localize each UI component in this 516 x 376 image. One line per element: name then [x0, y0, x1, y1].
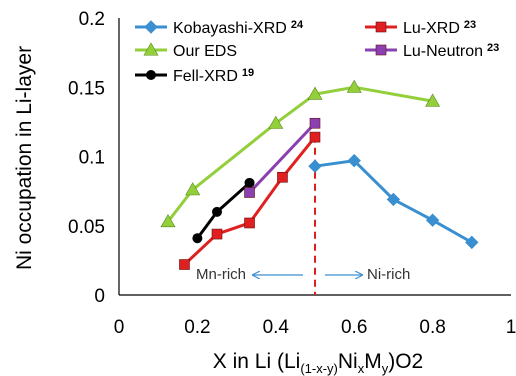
x-tick-label: 0.8	[419, 317, 445, 338]
series-layer	[160, 79, 479, 270]
series-kobayashi-xrd	[308, 153, 479, 250]
data-point	[425, 93, 441, 107]
data-point	[268, 115, 284, 129]
legend-entry: Our EDS	[135, 42, 237, 60]
legend-entry: Lu-XRD 23	[365, 19, 476, 37]
x-tick-labels: 0 0.2 0.4 0.6 0.8 1	[114, 317, 516, 338]
series-lu-neutron	[244, 117, 321, 198]
legend-label: Fell-XRD 19	[173, 67, 254, 85]
data-point	[277, 171, 288, 183]
data-point	[309, 131, 321, 143]
legend-entry: Fell-XRD 19	[135, 67, 254, 85]
data-point	[244, 187, 255, 198]
data-point	[307, 86, 323, 100]
legend-swatch-marker	[146, 70, 156, 80]
legend: Kobayashi-XRD 24 Lu-XRD 23 Our EDS Lu-Neutron…	[135, 19, 499, 85]
x-tick-label: 0.6	[341, 317, 367, 338]
data-point	[308, 159, 322, 173]
legend-label: Lu-XRD 23	[403, 19, 476, 37]
mn-rich-label: Mn-rich	[196, 266, 246, 283]
legend-entry: Kobayashi-XRD 24	[135, 19, 304, 37]
legend-label: Our EDS	[173, 43, 237, 60]
series-fell-xrd	[192, 177, 255, 244]
series-line	[196, 181, 251, 240]
y-tick-label: 0.05	[68, 217, 105, 238]
data-point	[465, 235, 479, 250]
series-line	[248, 122, 317, 194]
annotations: Mn-rich Ni-rich	[196, 266, 410, 283]
legend-swatch-marker	[144, 20, 158, 34]
data-point	[185, 182, 201, 196]
y-axis-label: Ni occupation in Li-layer	[13, 46, 36, 270]
data-point	[346, 79, 362, 93]
series-our-eds	[160, 79, 441, 228]
data-point	[386, 192, 401, 207]
data-point	[211, 228, 223, 240]
x-tick-label: 0.2	[184, 317, 210, 338]
data-point	[244, 177, 255, 188]
series-line	[183, 136, 317, 266]
x-tick-label: 0	[114, 317, 125, 338]
series-lu-xrd	[179, 131, 321, 270]
y-tick-label: 0.2	[79, 9, 105, 30]
y-tick-labels: 0 0.05 0.1 0.15 0.2	[68, 9, 105, 307]
legend-entry: Lu-Neutron 23	[365, 42, 499, 60]
data-point	[425, 213, 440, 227]
data-point	[179, 259, 190, 270]
data-point	[212, 206, 222, 217]
data-point	[347, 153, 361, 168]
y-tick-label: 0	[94, 286, 105, 307]
data-point	[160, 213, 176, 228]
y-tick-label: 0.1	[79, 148, 105, 169]
data-point	[192, 233, 203, 244]
legend-swatch-marker	[143, 42, 159, 56]
legend-swatch-marker	[375, 44, 387, 56]
legend-label: Lu-Neutron 23	[403, 42, 499, 60]
ni-rich-label: Ni-rich	[367, 266, 410, 283]
data-point	[309, 117, 321, 129]
legend-label: Kobayashi-XRD 24	[173, 19, 304, 37]
y-tick-label: 0.15	[68, 78, 105, 99]
x-tick-label: 0.4	[263, 317, 290, 338]
x-axis-label: X in Li (Li(1-x-y)NixMy)O2	[213, 350, 423, 376]
data-point	[244, 217, 255, 229]
legend-swatch-marker	[375, 21, 387, 33]
x-tick-label: 1	[506, 317, 516, 338]
